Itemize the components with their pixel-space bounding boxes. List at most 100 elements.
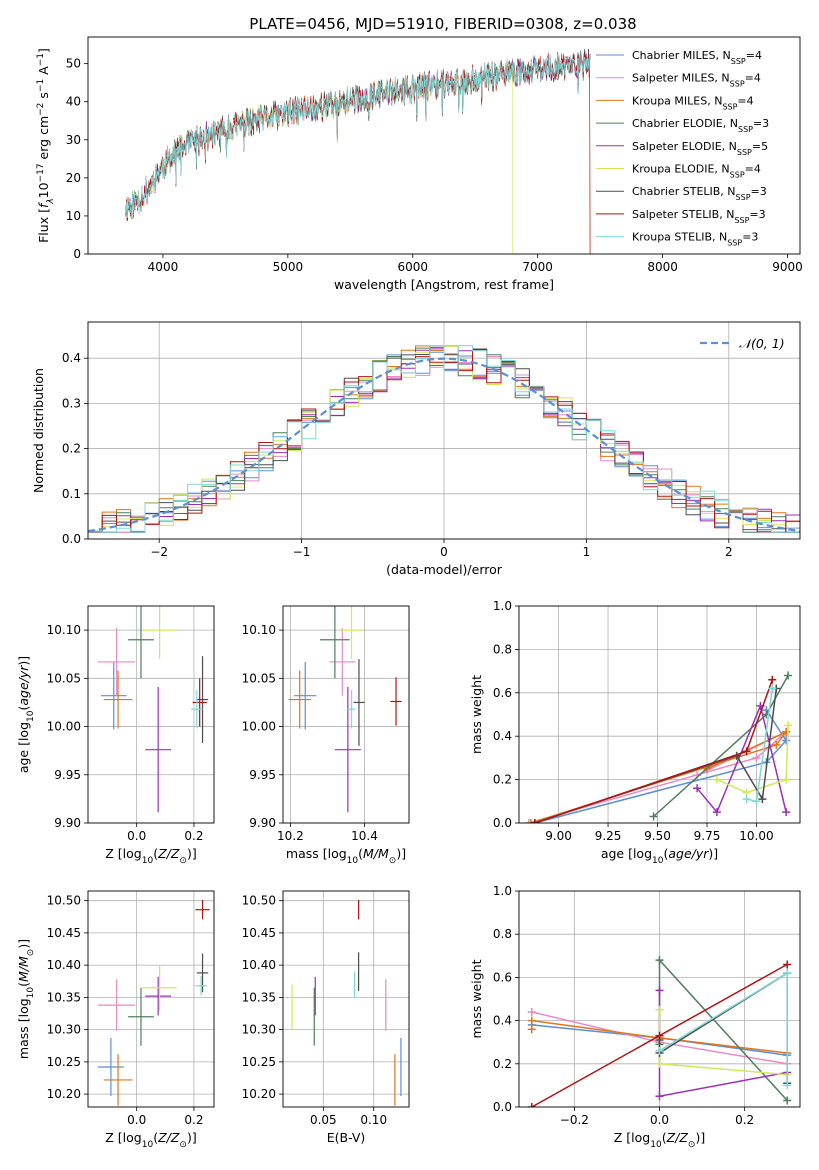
weight-series-chabrier_elodie (655, 956, 792, 1105)
mass_vs_Z-xtick-label: 0.0 (127, 1113, 146, 1127)
spectrum-xtick-label: 5000 (273, 260, 304, 274)
mass_vs_Z-ytick-label: 10.50 (47, 894, 81, 908)
point-chabrier_elodie (128, 606, 154, 679)
spectrum-xtick-label: 4000 (148, 260, 179, 274)
weight-marker (752, 753, 761, 762)
panels: 4000 5000 6000 7000 8000 900001020304050wavel… (16, 36, 803, 1150)
mass_vs_Z-ytick-label: 10.25 (47, 1055, 81, 1069)
spectrum-xtick-label: 7000 (522, 260, 553, 274)
weight-marker (783, 1081, 792, 1090)
axes-frame (87, 321, 801, 540)
age_vs_Z-ytick-label: 9.95 (54, 768, 81, 782)
weight-marker (527, 1025, 536, 1034)
weight-marker (784, 671, 793, 680)
weight-marker (742, 795, 751, 804)
weight-marker (768, 684, 777, 693)
weight-marker (655, 956, 664, 965)
weight-marker (782, 727, 791, 736)
histogram-kroupa_stelib (88, 345, 800, 533)
axes-frame (87, 890, 215, 1108)
axes-frame (87, 36, 801, 255)
weight_vs_age-ytick-label: 0.2 (493, 773, 512, 787)
point-kroupa_miles (103, 670, 133, 729)
residuals-ytick-label: 0.1 (62, 487, 81, 501)
weight-marker (655, 1046, 664, 1055)
age_vs_Z-ytick-label: 9.90 (54, 816, 81, 830)
y-axis-label: Normed distribution (31, 368, 46, 493)
spectrum-xtick-label: 9000 (772, 260, 803, 274)
weight-marker (655, 1092, 664, 1101)
spectrum-line-kroupa_stelib (125, 50, 591, 219)
y-axis-label: age [log10(age/yr)] (16, 656, 36, 773)
mass_vs_Z-xtick-label: 0.2 (184, 1113, 203, 1127)
mass_vs_ebv-ytick-label: 10.25 (242, 1055, 276, 1069)
mass_vs_Z-ytick-label: 10.35 (47, 990, 81, 1004)
residuals-xtick-label: 0 (440, 545, 448, 559)
residuals-ytick-label: 0.3 (62, 396, 81, 410)
panel-age_vs_Z: 0.0 0.2 9.90 9.95 10.00 10.05 10.10 Z [log10(Z/… (16, 605, 215, 866)
weight-marker (783, 1096, 792, 1105)
weight_vs_Z-ytick-label: 0.6 (493, 970, 512, 984)
age_vs_mass-xtick-label: 10.2 (277, 829, 304, 843)
weight-series-salpeter_elodie (693, 701, 791, 817)
spectrum-ytick-label: 20 (66, 171, 81, 185)
weight_vs_Z-ytick-label: 1.0 (493, 884, 512, 898)
age_vs_mass-ytick-label: 10.10 (242, 623, 276, 637)
legend-label-kroupa_elodie: Kroupa ELODIE, NSSP=4 (632, 163, 761, 180)
weight_vs_Z-plot-area (519, 891, 800, 1107)
spectrum-ytick-label: 30 (66, 133, 81, 147)
y-axis-label: Flux [fλ10−17 erg cm−2 s−1 A−1] (36, 48, 56, 243)
weight-line (534, 679, 774, 823)
x-axis-label: Z [log10(Z/Z⊙)] (105, 1130, 196, 1150)
point-salpeter_miles (98, 979, 136, 1031)
point-salpeter_elodie (145, 976, 172, 1016)
mass_vs_ebv-plot-area (283, 891, 409, 1107)
weight-marker (649, 812, 658, 821)
axes-frame (282, 890, 410, 1108)
x-axis-label: Z [log10(Z/Z⊙)] (614, 1130, 705, 1150)
residuals-ytick-label: 0.4 (62, 351, 81, 365)
point-kroupa_stelib (347, 689, 356, 729)
mass_vs_ebv-ytick-label: 10.40 (242, 958, 276, 972)
point-kroupa_stelib (191, 689, 203, 729)
weight-marker (655, 986, 664, 995)
weight_vs_Z-ytick-label: 0.8 (493, 927, 512, 941)
weight_vs_age-ytick-label: 0.6 (493, 686, 512, 700)
age_vs_Z-xtick-label: 0.2 (184, 829, 203, 843)
residuals-ytick-label: 0.2 (62, 442, 81, 456)
mass_vs_ebv-ytick-label: 10.45 (242, 926, 276, 940)
legend-normal-label: 𝒩(0, 1) (739, 336, 785, 351)
weight_vs_Z-xtick-label: 0.0 (650, 1113, 669, 1127)
spectrum-plot-area (125, 48, 591, 254)
point-kroupa_elodie (142, 965, 177, 1011)
point-chabrier_elodie (128, 987, 154, 1046)
weight-marker (655, 1005, 664, 1014)
mass_vs_Z-ytick-label: 10.30 (47, 1023, 81, 1037)
weight-line (534, 709, 788, 823)
weight-marker (768, 675, 777, 684)
x-axis-label: (data-model)/error (386, 562, 503, 577)
point-salpeter_elodie (334, 687, 361, 813)
spectrum-ytick-label: 10 (66, 209, 81, 223)
weight-series-chabrier_miles (530, 706, 791, 823)
x-axis-label: wavelength [Angstrom, rest frame] (334, 277, 554, 292)
weight_vs_age-xtick-label: 9.25 (595, 829, 622, 843)
weight-series-salpeter_stelib (530, 675, 777, 823)
age_vs_Z-ytick-label: 10.10 (47, 623, 81, 637)
x-axis-label: Z [log10(Z/Z⊙)] (105, 846, 196, 866)
panel-residuals: −2 −1 0 1 2 0.0 0.1 0.2 0.3 0.4 (data-model)/error… (31, 321, 801, 577)
weight-marker (782, 775, 791, 784)
mass_vs_ebv-ytick-label: 10.35 (242, 990, 276, 1004)
weight-line (531, 1019, 788, 1054)
spectrum-ytick-label: 0 (73, 247, 81, 261)
weight-marker (783, 960, 792, 969)
spectrum-ytick-label: 40 (66, 95, 81, 109)
axes-frame (518, 890, 801, 1108)
spectrum-legend: Chabrier MILES, NSSP=4 Salpeter MILES, NS… (596, 49, 769, 247)
point-salpeter_miles (98, 628, 136, 696)
weight-marker (526, 819, 535, 823)
point-salpeter_stelib (192, 678, 207, 727)
panel-age_vs_mass: 10.2 10.4 9.90 9.95 10.00 10.05 10.10 mass [log… (242, 605, 410, 866)
weight-line (658, 971, 788, 1084)
weight_vs_age-ytick-label: 1.0 (493, 599, 512, 613)
